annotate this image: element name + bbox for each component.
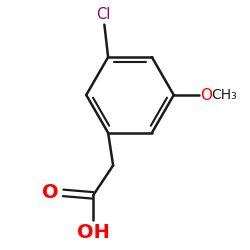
Text: O: O [200, 88, 212, 102]
Text: OH: OH [77, 224, 110, 242]
Text: O: O [42, 184, 58, 203]
Text: CH₃: CH₃ [211, 88, 236, 102]
Text: Cl: Cl [96, 6, 110, 22]
